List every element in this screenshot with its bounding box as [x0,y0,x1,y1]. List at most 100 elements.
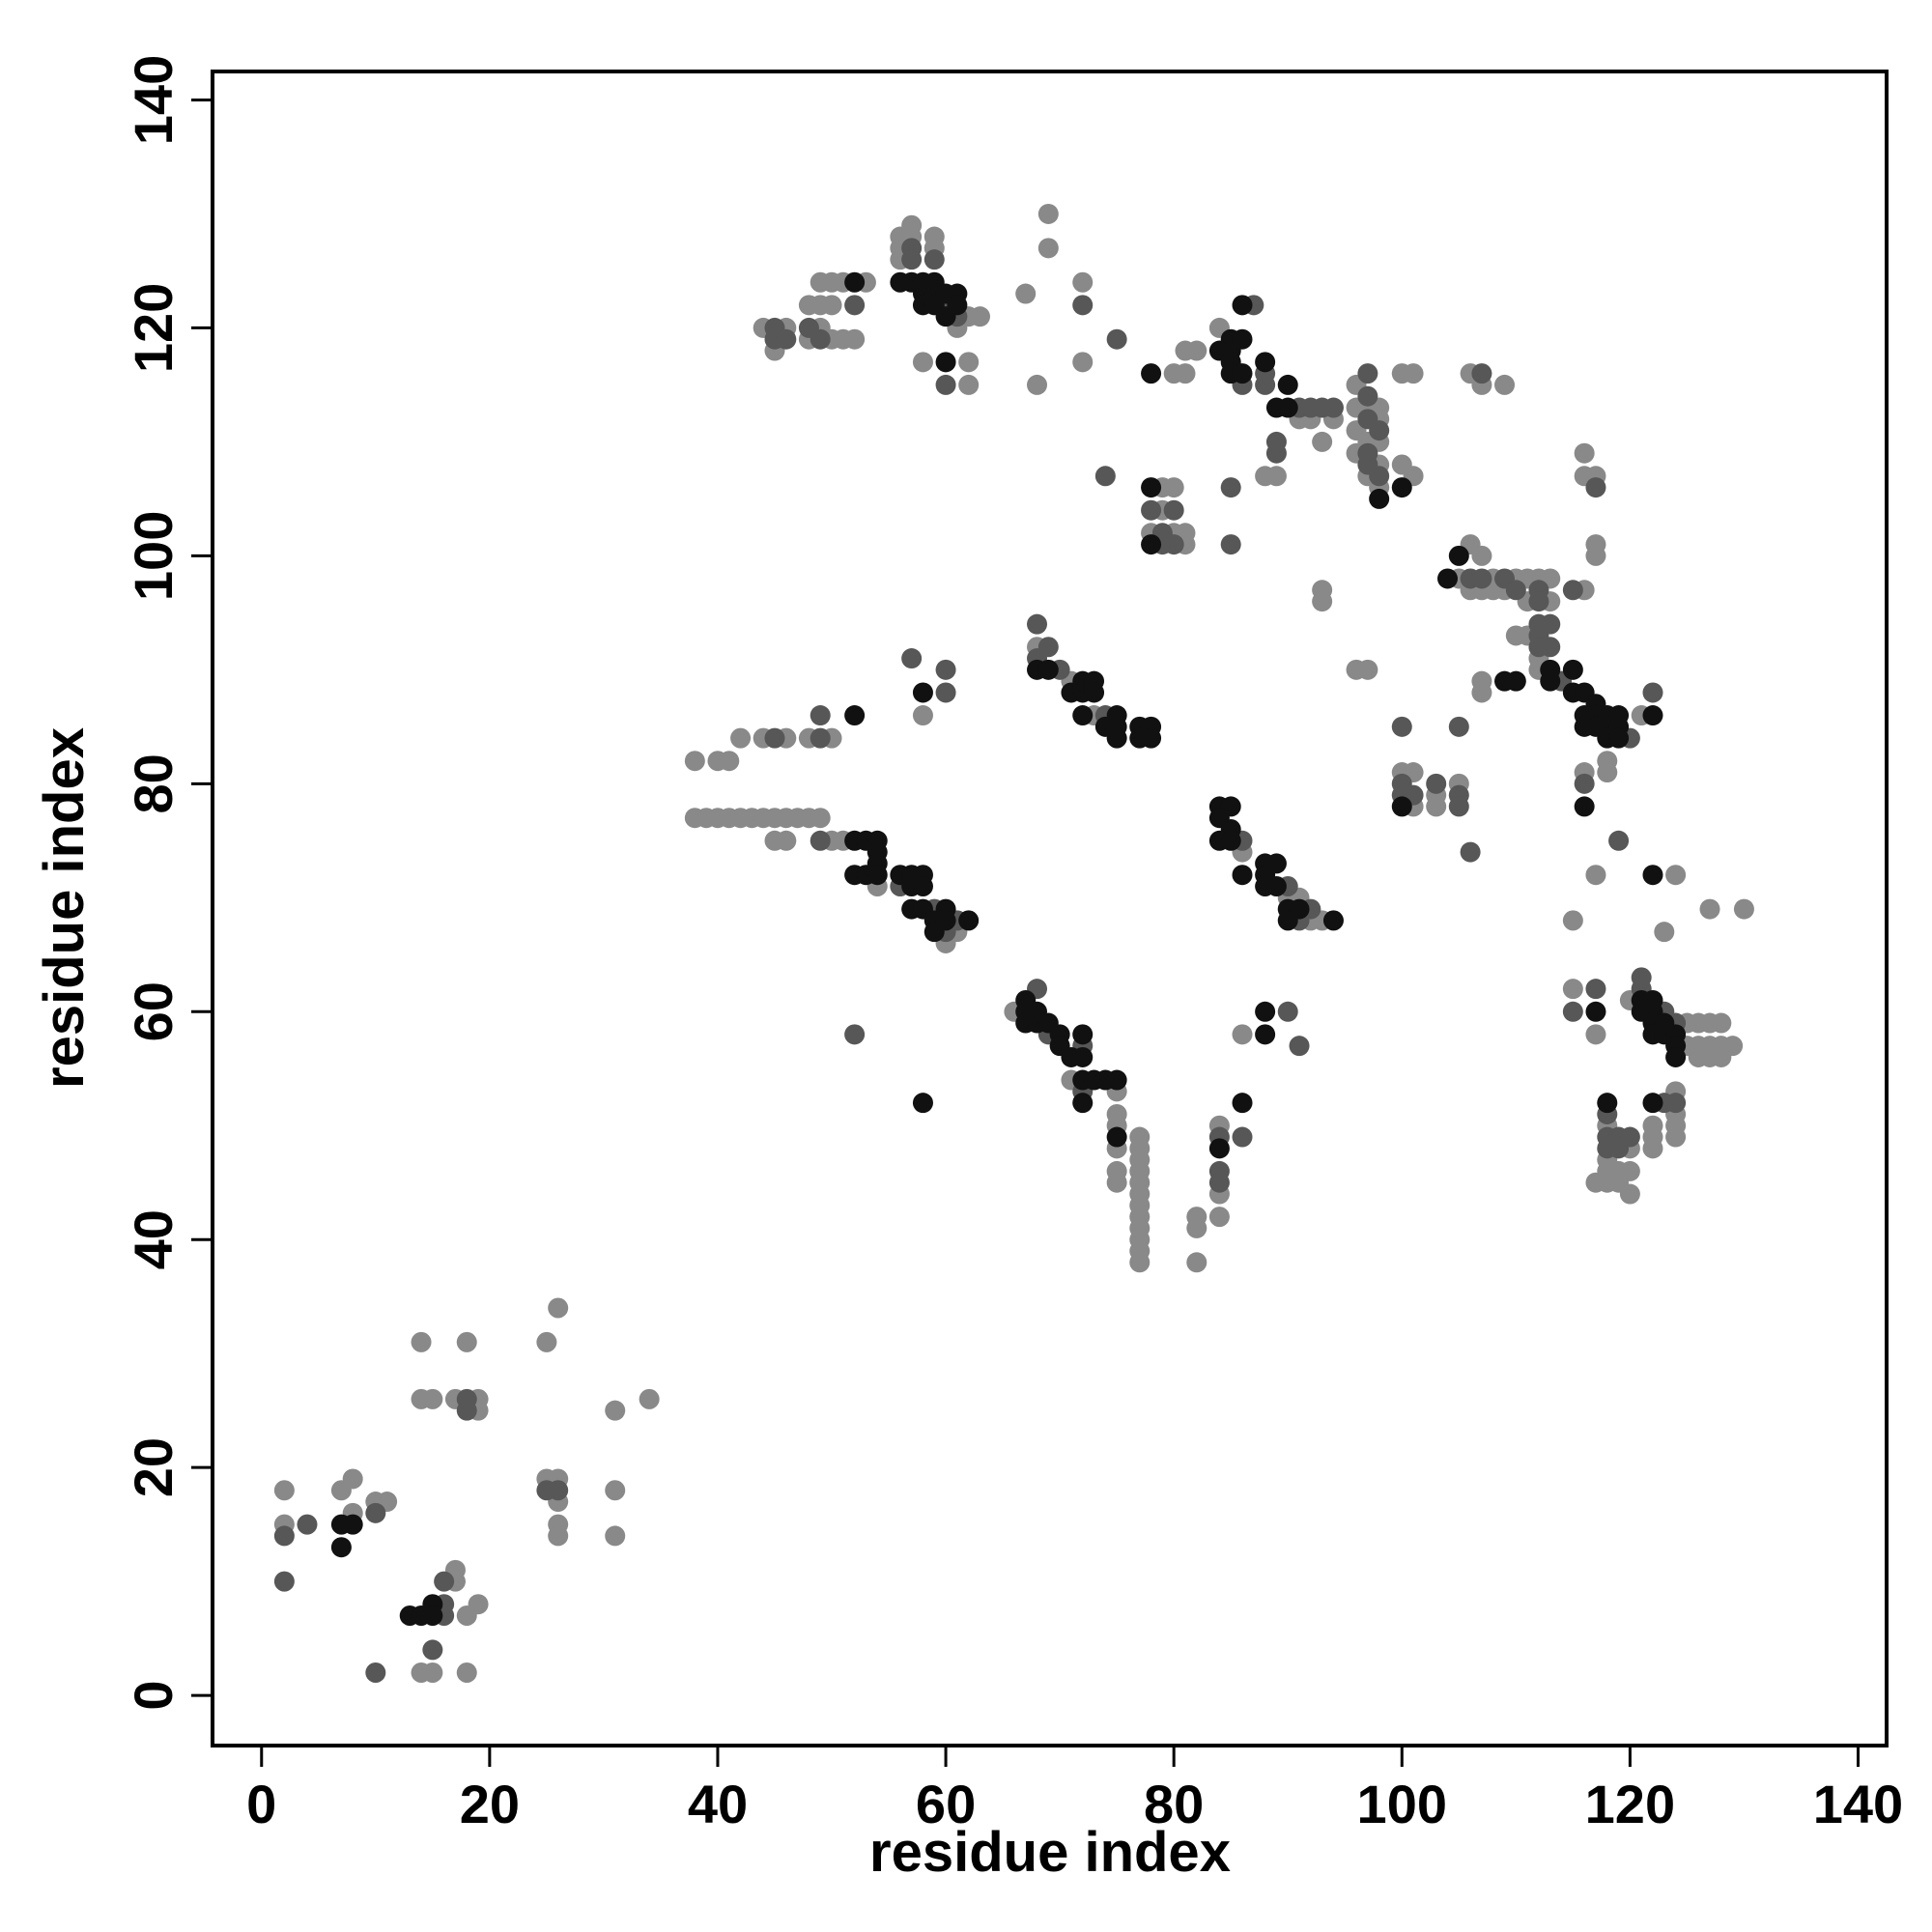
point [1141,363,1162,384]
point [1322,397,1344,418]
point [1129,1252,1151,1273]
point [1141,477,1162,498]
point [1642,865,1663,886]
point [456,1662,477,1683]
point [1665,1126,1687,1148]
point [1186,1217,1208,1238]
point [935,682,956,703]
point [1175,363,1196,384]
point [1255,1024,1276,1045]
point [1642,705,1663,726]
point [1232,1024,1253,1045]
point [923,249,945,270]
point [1208,1138,1230,1159]
point [1208,1207,1230,1228]
point [1540,637,1561,658]
y-tick-label: 80 [123,753,184,813]
point [1642,682,1663,703]
point [684,751,705,772]
point [912,875,933,896]
point [1322,910,1344,931]
point [434,1571,455,1592]
y-tick-label: 20 [123,1437,184,1497]
point [1642,1138,1663,1159]
point [1255,1001,1276,1022]
point [1072,271,1094,293]
point [1265,431,1287,452]
point [1562,979,1583,1000]
point [1220,830,1241,851]
point [912,705,933,726]
point [1357,659,1378,680]
point [1574,442,1595,464]
point [1608,727,1630,749]
point [1733,898,1754,920]
point [1232,1093,1253,1114]
points [273,203,1754,1683]
point [1585,979,1606,1000]
point [411,1331,432,1352]
point [1471,363,1492,384]
point [1106,727,1127,749]
y-tick-label: 40 [123,1209,184,1269]
point [1220,534,1241,555]
point [1027,613,1048,635]
point [1585,545,1606,566]
point [1357,363,1378,384]
point [1289,1036,1310,1057]
point [1232,363,1253,384]
point [1562,659,1583,680]
point [1585,865,1606,886]
point [935,352,956,373]
point [273,1525,295,1547]
point [605,1400,626,1421]
point [1141,499,1162,521]
point [1540,670,1561,692]
point [1232,328,1253,350]
point [1654,922,1675,943]
point [1265,875,1287,896]
point [810,727,831,749]
point [730,727,752,749]
point [1585,1001,1606,1022]
point [1015,283,1037,304]
point [365,1662,386,1683]
x-tick-label: 100 [1357,1774,1447,1834]
point [1265,466,1287,487]
point [548,1525,569,1547]
point [1208,1172,1230,1193]
point [901,648,923,669]
point [844,1024,866,1045]
point [1711,1012,1732,1034]
point [1460,841,1481,863]
point [1232,295,1253,316]
point [935,659,956,680]
point [1037,637,1059,658]
point [1141,534,1162,555]
point [1471,545,1492,566]
point [273,1480,295,1501]
y-tick-label: 140 [123,55,184,145]
point [1426,773,1447,794]
point [1619,1160,1640,1181]
y-tick-label: 120 [123,283,184,373]
point [1312,431,1333,452]
point [605,1480,626,1501]
point [1574,796,1595,817]
point [1471,682,1492,703]
y-tick-label: 100 [123,511,184,601]
x-tick-label: 60 [916,1774,976,1834]
point [1562,910,1583,931]
point [810,328,831,350]
point [1585,1172,1606,1193]
point [548,1480,569,1501]
point [1494,374,1516,395]
point [1027,374,1048,395]
point [844,271,866,293]
point [1277,397,1298,418]
point [1037,659,1059,680]
point [1540,613,1561,635]
point [548,1297,569,1319]
